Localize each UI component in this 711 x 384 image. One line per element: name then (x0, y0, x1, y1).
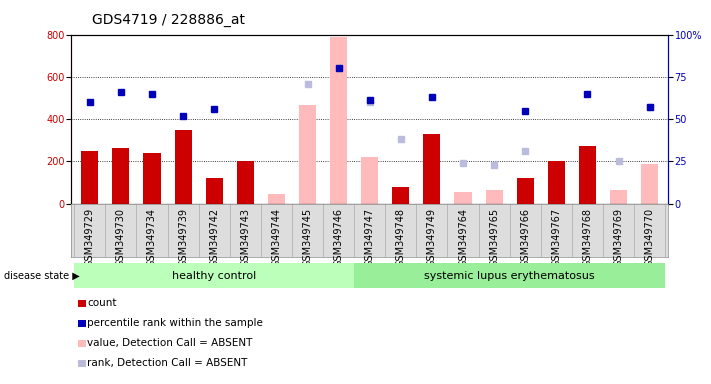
Bar (486, 190, 503, 204)
Bar (392, 187, 410, 204)
Text: GSM349744: GSM349744 (272, 208, 282, 267)
Text: GSM349729: GSM349729 (85, 208, 95, 267)
Text: GSM349769: GSM349769 (614, 208, 624, 267)
Text: healthy control: healthy control (172, 270, 256, 281)
Text: GSM349768: GSM349768 (582, 208, 592, 267)
Bar (610, 190, 627, 204)
Bar (517, 178, 534, 204)
Bar (392, 187, 410, 204)
Text: GDS4719 / 228886_at: GDS4719 / 228886_at (92, 13, 245, 27)
Bar (174, 130, 192, 204)
Bar (547, 161, 565, 204)
Bar (112, 148, 129, 204)
Text: percentile rank within the sample: percentile rank within the sample (87, 318, 263, 328)
Text: GSM349749: GSM349749 (427, 208, 437, 267)
Text: rank, Detection Call = ABSENT: rank, Detection Call = ABSENT (87, 358, 247, 368)
Text: GSM349746: GSM349746 (333, 208, 343, 267)
Text: disease state ▶: disease state ▶ (4, 271, 80, 281)
Bar (454, 192, 471, 204)
Text: systemic lupus erythematosus: systemic lupus erythematosus (424, 270, 595, 281)
Text: GSM349734: GSM349734 (147, 208, 157, 267)
Bar (144, 153, 161, 204)
Bar (237, 161, 254, 204)
Bar (205, 178, 223, 204)
Text: GSM349747: GSM349747 (365, 208, 375, 267)
Text: GSM349739: GSM349739 (178, 208, 188, 267)
Bar (361, 157, 378, 204)
Bar (268, 194, 285, 204)
Text: GSM349730: GSM349730 (116, 208, 126, 267)
Bar (81, 151, 98, 204)
Text: GSM349765: GSM349765 (489, 208, 499, 267)
Text: GSM349743: GSM349743 (240, 208, 250, 267)
Text: GSM349748: GSM349748 (396, 208, 406, 267)
Bar (354, 263, 665, 288)
Text: GSM349770: GSM349770 (645, 208, 655, 267)
Text: GSM349745: GSM349745 (302, 208, 313, 267)
Bar (330, 37, 347, 204)
Text: count: count (87, 298, 117, 308)
Bar (74, 263, 354, 288)
Bar (579, 147, 596, 204)
Bar (299, 105, 316, 204)
Text: GSM349764: GSM349764 (458, 208, 468, 267)
Text: GSM349766: GSM349766 (520, 208, 530, 267)
Bar (423, 134, 441, 204)
Text: GSM349767: GSM349767 (551, 208, 562, 267)
Text: GSM349742: GSM349742 (209, 208, 219, 267)
Bar (641, 164, 658, 204)
Text: value, Detection Call = ABSENT: value, Detection Call = ABSENT (87, 338, 252, 348)
